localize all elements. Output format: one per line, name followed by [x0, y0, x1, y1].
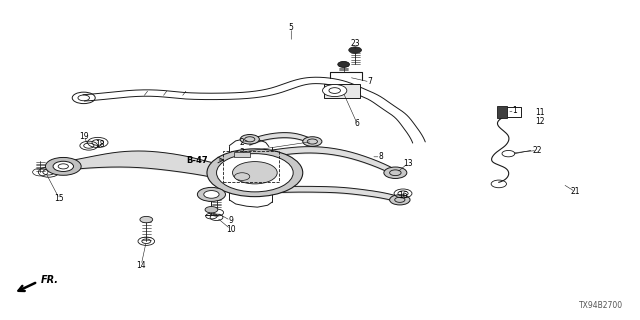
- Circle shape: [45, 157, 81, 175]
- Circle shape: [140, 216, 153, 223]
- Text: 9: 9: [228, 216, 233, 225]
- Circle shape: [338, 61, 349, 67]
- Circle shape: [204, 191, 219, 198]
- Text: 17: 17: [264, 175, 274, 184]
- Circle shape: [234, 173, 250, 180]
- Text: 13: 13: [403, 159, 413, 168]
- Circle shape: [232, 162, 277, 184]
- Circle shape: [207, 149, 303, 197]
- Text: 7: 7: [367, 77, 372, 86]
- Text: 2: 2: [240, 138, 244, 147]
- Circle shape: [216, 154, 293, 192]
- Bar: [324, 84, 360, 98]
- Text: 11: 11: [536, 108, 545, 117]
- Text: 10: 10: [226, 225, 236, 234]
- Circle shape: [390, 195, 410, 205]
- Text: TX94B2700: TX94B2700: [579, 301, 623, 310]
- Text: 23: 23: [350, 39, 360, 48]
- Text: 12: 12: [536, 116, 545, 126]
- Text: 21: 21: [571, 188, 580, 196]
- Text: 15: 15: [54, 194, 64, 204]
- Bar: [223, 151, 279, 182]
- Text: 6: 6: [355, 119, 360, 128]
- Circle shape: [349, 47, 362, 53]
- Circle shape: [240, 134, 259, 144]
- Text: 4: 4: [206, 195, 211, 204]
- Text: 22: 22: [532, 146, 542, 155]
- Text: 16: 16: [398, 191, 408, 200]
- Circle shape: [384, 167, 407, 179]
- Text: 8: 8: [378, 152, 383, 161]
- Text: 14: 14: [136, 261, 146, 270]
- Text: 20: 20: [258, 167, 268, 176]
- Text: FR.: FR.: [41, 276, 59, 285]
- Text: 19: 19: [79, 132, 88, 141]
- Circle shape: [53, 161, 74, 172]
- Circle shape: [205, 206, 218, 213]
- Circle shape: [303, 137, 322, 146]
- Text: 1: 1: [513, 106, 517, 115]
- Bar: [234, 152, 250, 157]
- Text: 18: 18: [95, 140, 104, 149]
- Circle shape: [323, 84, 347, 97]
- Text: B-47: B-47: [187, 156, 208, 164]
- Text: 3: 3: [239, 148, 244, 156]
- Text: 5: 5: [289, 23, 294, 32]
- Circle shape: [197, 188, 225, 201]
- Bar: [497, 107, 507, 118]
